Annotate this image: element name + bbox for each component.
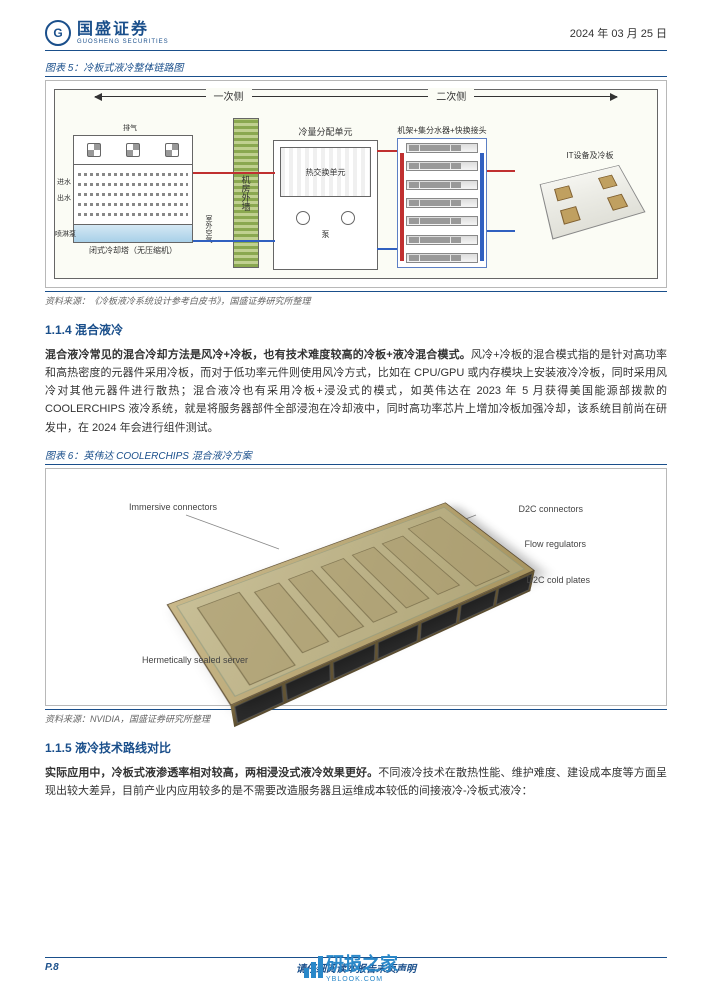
heat-exchanger: 热交换单元 <box>280 147 371 197</box>
secondary-side-label: 二次侧 <box>428 88 474 103</box>
section-1-1-5-paragraph: 实际应用中，冷板式液渗透率相对较高，两相浸没式液冷效果更好。不同液冷技术在散热性… <box>45 764 667 800</box>
callout-immersive: Immersive connectors <box>129 502 217 512</box>
report-date: 2024 年 03 月 25 日 <box>570 25 667 41</box>
figure5-diagram: 一次侧 二次侧 机房外墙 闭式冷却塔（无压缩机） 进水 出水 喷淋泵 室外空气 … <box>45 80 667 288</box>
coldplate-device: IT设备及冷板 <box>535 150 645 235</box>
callout-flow-reg: Flow regulators <box>524 539 586 549</box>
company-name-en: GUOSHENG SECURITIES <box>77 39 169 46</box>
figure6-diagram: Immersive connectors D2C connectors Flow… <box>45 468 667 706</box>
section-1-1-4-heading: 1.1.4 混合液冷 <box>45 321 667 338</box>
section-1-1-5-heading: 1.1.5 液冷技术路线对比 <box>45 739 667 756</box>
section-1-1-4-paragraph: 混合液冷常见的混合冷却方法是风冷+冷板，也有技术难度较高的冷板+液冷混合模式。风… <box>45 346 667 437</box>
figure5-source: 资料来源：《冷板液冷系统设计参考白皮书》，国盛证券研究所整理 <box>45 291 667 307</box>
callout-sealed: Hermetically sealed server <box>142 655 248 665</box>
figure6-source: 资料来源：NVIDIA，国盛证券研究所整理 <box>45 709 667 725</box>
company-name-cn: 国盛证券 <box>77 21 169 39</box>
figure5-title: 图表 5：冷板式液冷整体链路图 <box>45 59 667 77</box>
page-number: P.8 <box>45 962 59 973</box>
page-header: G 国盛证券 GUOSHENG SECURITIES 2024 年 03 月 2… <box>45 20 667 51</box>
server-rack: 机架+集分水器+快换接头 <box>397 125 487 275</box>
logo: G 国盛证券 GUOSHENG SECURITIES <box>45 20 169 46</box>
cooling-tower: 闭式冷却塔（无压缩机） 进水 出水 喷淋泵 室外空气 排气 <box>73 135 193 265</box>
callout-cold-plates: D2C cold plates <box>526 575 590 585</box>
logo-icon: G <box>45 20 71 46</box>
room-wall: 机房外墙 <box>233 118 259 268</box>
callout-d2c-conn: D2C connectors <box>518 504 583 514</box>
figure6-title: 图表 6：英伟达 COOLERCHIPS 混合液冷方案 <box>45 447 667 465</box>
cdu-unit: 冷量分配单元 热交换单元 泵 <box>273 125 378 275</box>
primary-side-label: 一次侧 <box>206 88 252 103</box>
watermark-logo: 研报之家 YBLOOK.COM <box>304 950 398 983</box>
